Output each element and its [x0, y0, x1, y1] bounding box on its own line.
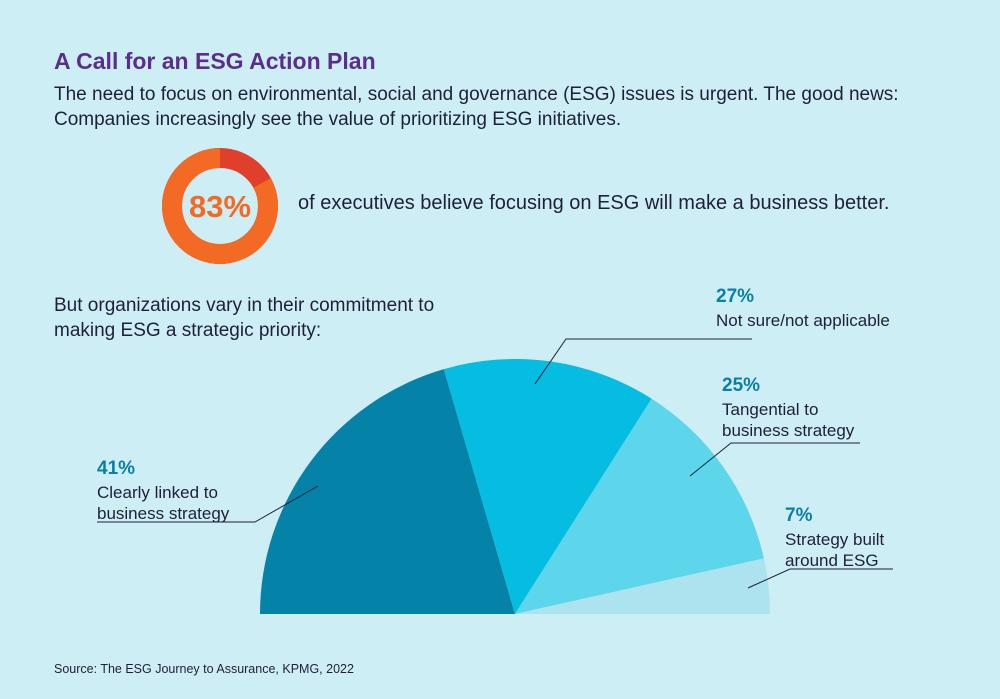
leader-line — [747, 568, 893, 589]
slice-percent-label: 7% — [785, 505, 813, 526]
source-note: Source: The ESG Journey to Assurance, KP… — [54, 662, 354, 676]
stat-donut: 83% — [162, 148, 278, 264]
pie-slice — [260, 369, 515, 614]
stat-description: of executives believe focusing on ESG wi… — [298, 192, 890, 214]
slice-category-label: business strategy — [722, 421, 855, 440]
stat-donut-fill — [162, 148, 278, 264]
leader-line — [689, 442, 860, 477]
leader-line — [534, 338, 752, 385]
slice-percent-label: 25% — [722, 375, 760, 396]
slice-category-label: around ESG — [785, 551, 879, 570]
pie-slice — [515, 558, 770, 614]
leader-line — [97, 485, 319, 523]
intro-text: The need to focus on environmental, soci… — [54, 84, 899, 130]
subhead-text: But organizations vary in their commitme… — [54, 295, 435, 341]
slice-percent-label: 41% — [97, 458, 135, 479]
slice-category-label: Not sure/not applicable — [716, 311, 890, 330]
stat-value: 83% — [189, 189, 251, 224]
pie-slice — [515, 398, 764, 614]
slice-category-label: business strategy — [97, 504, 230, 523]
pie-slice — [443, 359, 652, 614]
slice-category-label: Strategy built — [785, 530, 884, 549]
slice-category-label: Clearly linked to — [97, 483, 218, 502]
slice-category-label: Tangential to — [722, 400, 818, 419]
slice-percent-label: 27% — [716, 286, 754, 307]
page-title: A Call for an ESG Action Plan — [54, 48, 376, 74]
